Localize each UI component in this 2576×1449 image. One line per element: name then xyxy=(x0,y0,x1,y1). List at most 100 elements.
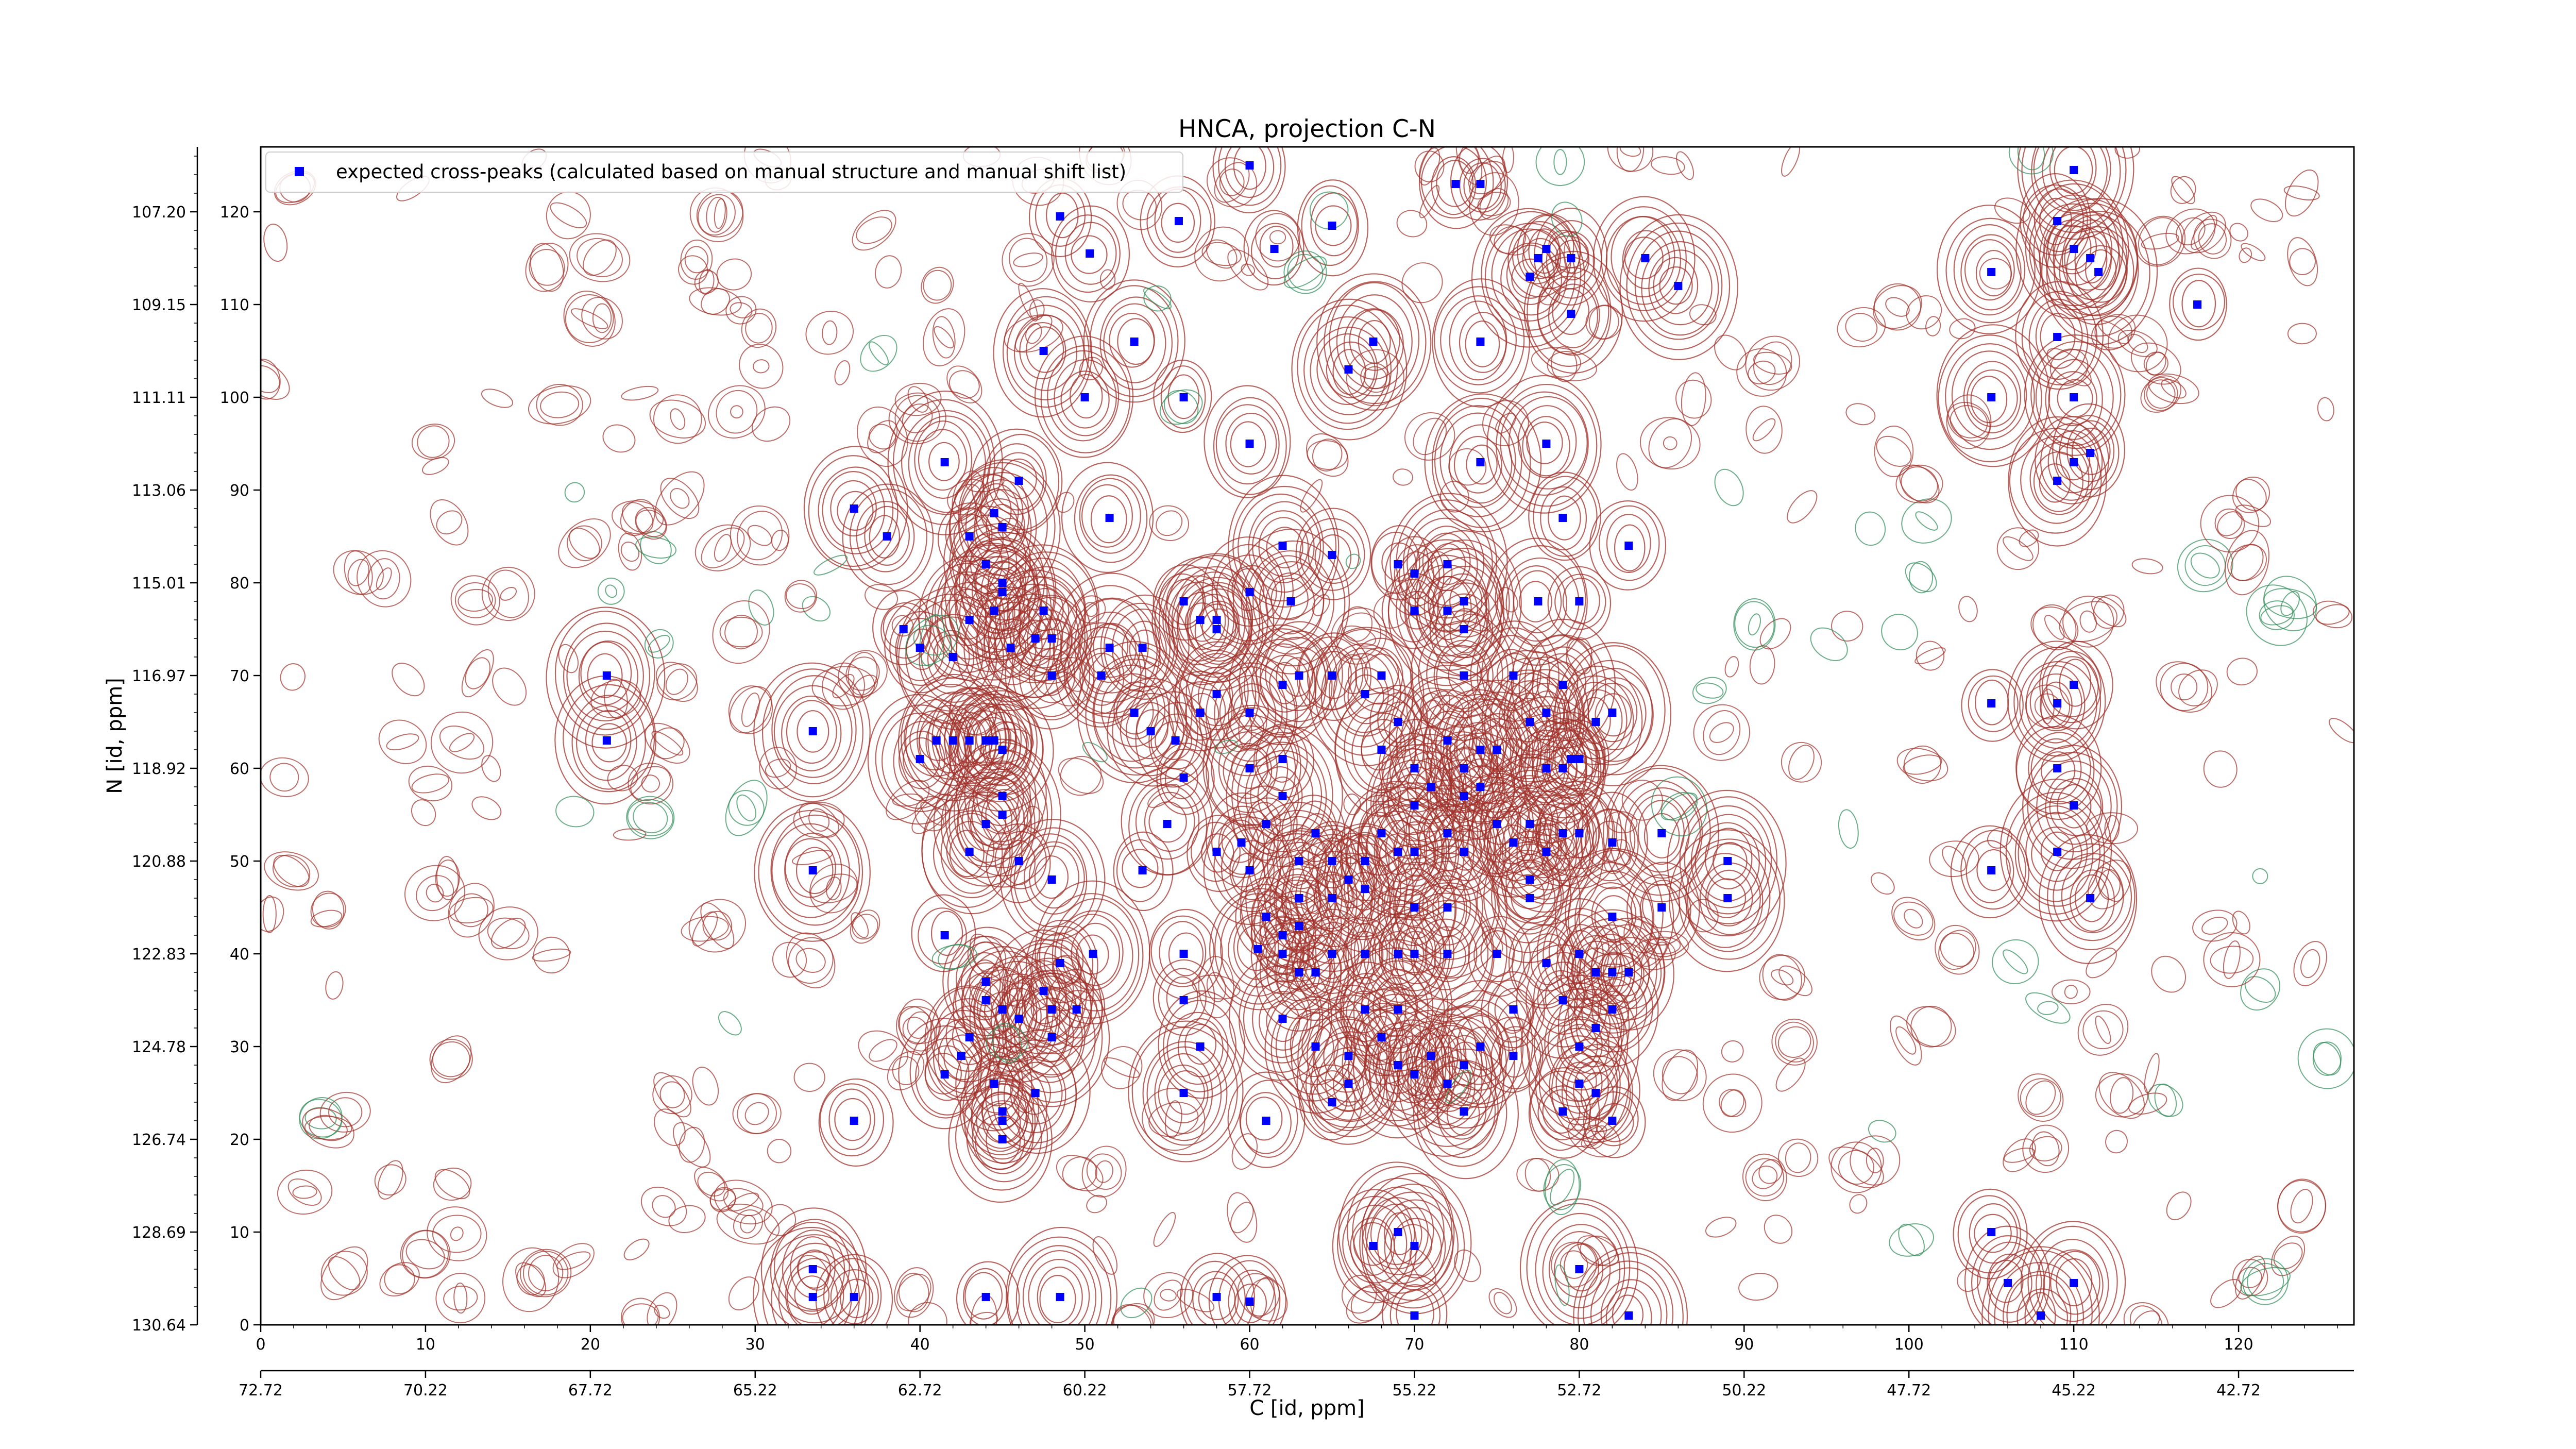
contour-ring xyxy=(1232,485,1337,608)
negative-contour xyxy=(633,802,668,834)
noise-contour xyxy=(449,733,475,752)
noise-contour xyxy=(261,757,309,797)
peak-marker xyxy=(1295,894,1303,902)
noise-contour xyxy=(899,998,940,1052)
contour-ring xyxy=(1496,859,1562,935)
noise-contour xyxy=(694,524,751,571)
peak-marker xyxy=(1014,1015,1023,1023)
contour-ring xyxy=(1055,214,1121,293)
noise-contour xyxy=(2098,869,2121,900)
contour-ring xyxy=(1976,849,2011,891)
negative-contour xyxy=(728,790,765,826)
peak-marker xyxy=(1410,801,1419,810)
contour-ring xyxy=(1468,713,1527,785)
peak-marker xyxy=(1286,597,1295,605)
noise-contour xyxy=(654,1108,686,1146)
negative-contour xyxy=(2177,538,2233,593)
contour-ring xyxy=(1316,838,1378,919)
peak-marker xyxy=(1361,885,1369,893)
noise-contour xyxy=(898,1272,929,1312)
noise-contour xyxy=(653,1072,691,1118)
noise-contour xyxy=(1013,1090,1035,1114)
peak-marker xyxy=(1575,1042,1584,1051)
peak-marker xyxy=(1311,1042,1320,1051)
contour-ring xyxy=(2053,853,2132,941)
noise-contour xyxy=(848,652,878,696)
contour-ring xyxy=(1449,300,1507,381)
contour-ring xyxy=(2016,1288,2069,1325)
noise-contour xyxy=(1227,1192,1258,1243)
noise-contour xyxy=(2210,1279,2242,1308)
contour-ring xyxy=(1588,1091,1639,1147)
contour-ring xyxy=(803,446,908,570)
noise-contour xyxy=(607,765,638,791)
contour-ring xyxy=(1396,888,1429,927)
contour-ring xyxy=(909,1025,982,1119)
contour-ring xyxy=(1389,839,1508,979)
negative-contour xyxy=(1734,601,1775,648)
noise-contour xyxy=(1724,656,1739,678)
noise-contour xyxy=(672,1122,711,1168)
plot-frame xyxy=(260,146,2355,1326)
peak-marker xyxy=(1262,1117,1270,1125)
negative-contour xyxy=(1733,598,1776,651)
peak-marker xyxy=(990,606,998,615)
negative-contour xyxy=(1881,614,1918,651)
noise-contour xyxy=(405,1239,445,1270)
noise-contour xyxy=(450,1226,464,1241)
peak-marker xyxy=(1105,514,1114,522)
contour-ring xyxy=(771,1242,860,1325)
contour-ring xyxy=(1225,412,1277,475)
noise-contour xyxy=(972,941,1002,973)
noise-contour xyxy=(1482,400,1529,446)
contour-ring xyxy=(2024,334,2126,456)
noise-contour xyxy=(490,918,526,949)
contour-ring xyxy=(1250,223,1300,279)
contour-ring xyxy=(1164,759,1198,800)
contour-ring xyxy=(2074,245,2127,303)
contour-ring xyxy=(1477,627,1551,722)
noise-contour xyxy=(583,239,617,276)
noise-contour xyxy=(2107,314,2168,373)
contour-ring xyxy=(1382,1274,1448,1325)
noise-contour xyxy=(1583,1124,1605,1149)
contour-ring xyxy=(1554,574,1606,630)
noise-contour xyxy=(1837,307,1886,348)
noise-contour xyxy=(1831,611,1863,642)
noise-contour xyxy=(1891,897,1936,940)
noise-contour xyxy=(714,1180,773,1225)
contour-ring xyxy=(2046,210,2150,337)
noise-contour xyxy=(429,1039,473,1080)
contour-ring xyxy=(1967,369,2018,427)
contour-ring xyxy=(1158,1064,1209,1124)
contour-ring xyxy=(2036,760,2112,853)
noise-contour xyxy=(921,266,954,304)
noise-contour xyxy=(392,663,425,697)
peak-marker xyxy=(1542,709,1551,717)
contour-ring xyxy=(1415,526,1478,606)
peak-marker xyxy=(1460,792,1468,800)
noise-contour xyxy=(277,1169,333,1215)
noise-contour xyxy=(851,912,869,938)
contour-ring xyxy=(1161,203,1195,243)
peak-marker xyxy=(1509,1052,1518,1060)
contour-ring xyxy=(1685,843,1771,952)
contour-ring xyxy=(1427,748,1505,841)
contour-ring xyxy=(2029,673,2082,732)
contour-ring xyxy=(1951,350,2027,440)
contour-ring xyxy=(1571,940,1623,1002)
peak-marker xyxy=(1575,829,1584,837)
peak-marker xyxy=(808,866,817,874)
contour-ring xyxy=(784,832,842,907)
noise-contour xyxy=(1227,249,1269,291)
peak-marker xyxy=(965,736,974,745)
noise-contour xyxy=(1616,453,1638,491)
contour-ring xyxy=(828,1088,875,1150)
contour-ring xyxy=(1684,805,1772,915)
contour-ring xyxy=(944,684,1032,796)
contour-ring xyxy=(1184,1260,1246,1325)
peak-marker xyxy=(1369,338,1378,346)
noise-contour xyxy=(1095,1160,1113,1183)
contour-ring xyxy=(2172,273,2226,331)
x-ppm-tick-label: 62.72 xyxy=(898,1381,942,1400)
